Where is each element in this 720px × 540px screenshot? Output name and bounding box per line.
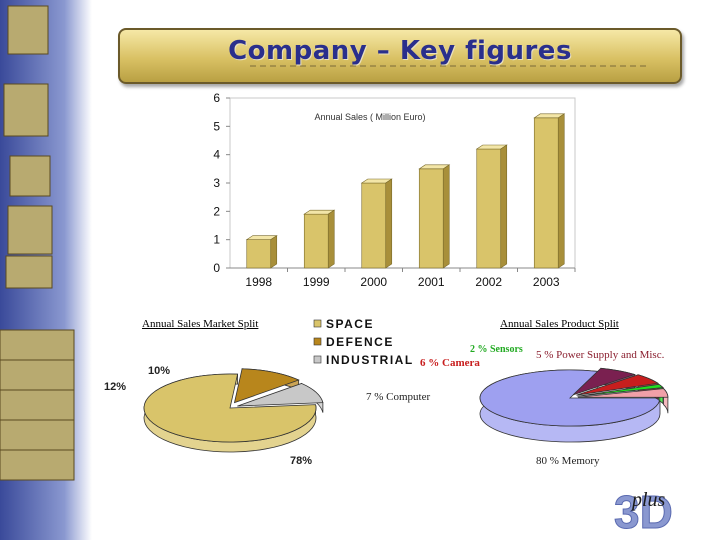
legend-label-defence: DEFENCE <box>326 335 394 349</box>
market-split-pie-chart: 78% 12% 10% SPACE DEFENCE INDUSTRIAL <box>104 317 414 467</box>
bar-side-2001 <box>442 164 450 269</box>
bar-plot-area <box>229 97 576 269</box>
pie-slice-computer <box>572 367 637 396</box>
product-split-pie-chart: 80 % Memory 7 % Computer 6 % Camera 2 % Sen… <box>366 344 669 467</box>
y-tick-label: 0 <box>213 261 220 275</box>
pie-label-industrial: 10% <box>148 365 170 377</box>
legend-swatch-industrial <box>313 355 322 364</box>
svg-text:3D: 3D <box>614 486 673 532</box>
pie-label-space: 78% <box>290 455 312 467</box>
y-tick-label: 6 <box>213 92 220 105</box>
bar-1998 <box>246 239 272 269</box>
legend-label-industrial: INDUSTRIAL <box>326 353 414 367</box>
x-tick-label: 2000 <box>360 275 387 289</box>
bar-side-2003 <box>557 113 565 269</box>
bar-side-2000 <box>385 178 393 269</box>
pie-label-power-supply-and-misc-: 5 % Power Supply and Misc. <box>536 349 665 361</box>
product-split-title: Annual Sales Product Split <box>500 318 619 330</box>
pie-label-computer: 7 % Computer <box>366 391 430 403</box>
pie-slice-camera <box>576 374 660 396</box>
legend-swatch-space <box>313 319 322 328</box>
market-split-title: Annual Sales Market Split <box>142 318 259 330</box>
y-tick-label: 2 <box>213 204 220 218</box>
pie-label-defence: 12% <box>104 381 126 393</box>
legend-label-space: SPACE <box>326 317 374 331</box>
page-title: Company – Key figures <box>228 36 572 66</box>
bar-side-2002 <box>500 144 508 269</box>
logo-mark: 3D plus <box>614 486 674 539</box>
svg-text:plus: plus <box>630 489 666 511</box>
y-tick-label: 5 <box>213 119 220 133</box>
title-banner-dashes <box>250 65 650 67</box>
bar-1999 <box>303 213 329 269</box>
bar-2003 <box>533 117 559 269</box>
decorative-side-strip <box>0 0 92 540</box>
pie-label-memory: 80 % Memory <box>536 455 600 467</box>
company-logo: 3D plus <box>612 484 708 539</box>
x-tick-label: 1999 <box>303 275 330 289</box>
bar-2002 <box>476 148 502 269</box>
bar-2001 <box>418 168 444 269</box>
pie-slice-sensors <box>577 383 664 397</box>
pie-slice-space <box>143 373 317 443</box>
bar-side-1998 <box>270 235 278 269</box>
pie-slice-defence <box>233 368 300 404</box>
pie-slice-power-supply-and-misc- <box>577 388 669 398</box>
pie-slice-memory <box>479 369 661 427</box>
pie-label-camera: 6 % Camera <box>420 357 480 369</box>
legend-swatch-defence <box>313 337 322 346</box>
pie-label-sensors: 2 % Sensors <box>470 344 523 355</box>
y-tick-label: 3 <box>213 176 220 190</box>
title-banner: Company – Key figures <box>118 28 682 84</box>
bar-chart-title: Annual Sales ( Million Euro) <box>314 112 425 122</box>
y-tick-label: 1 <box>213 233 220 247</box>
x-tick-label: 2002 <box>475 275 502 289</box>
x-tick-label: 2003 <box>533 275 560 289</box>
bar-2000 <box>361 182 387 269</box>
pie-slice-industrial <box>237 383 324 407</box>
bar-side-1999 <box>327 209 335 269</box>
annual-sales-bar-chart: 0 1 2 3 4 5 6 1998 1999 2000 2001 2002 2003 Annual S… <box>213 92 576 289</box>
x-tick-label: 2001 <box>418 275 445 289</box>
y-tick-label: 4 <box>213 148 220 162</box>
x-tick-label: 1998 <box>245 275 272 289</box>
